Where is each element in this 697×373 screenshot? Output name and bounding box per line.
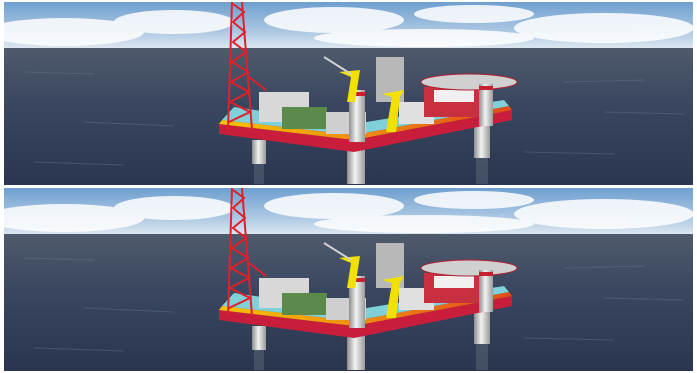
left-view — [0, 1, 695, 186]
right-view — [0, 187, 695, 372]
